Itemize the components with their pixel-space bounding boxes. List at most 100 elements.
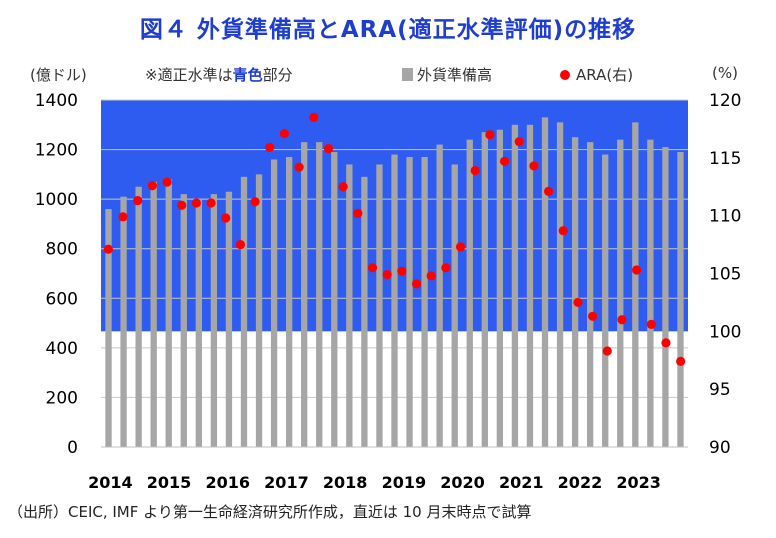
bar-reserves: [316, 142, 323, 447]
bar-reserves: [571, 137, 579, 447]
left-tick-label: 400: [46, 339, 78, 359]
left-tick-label: 600: [46, 289, 78, 309]
bar-reserves: [677, 152, 684, 448]
bar-reserves: [511, 124, 519, 448]
dot-ara: [323, 143, 334, 154]
note-highlight: 青色: [232, 66, 263, 84]
bar-reserves: [150, 181, 157, 448]
bar-reserves: [331, 152, 338, 448]
dot-ara: [646, 319, 656, 329]
dot-ara: [294, 162, 304, 172]
note-prefix: ※適正水準は: [145, 66, 233, 84]
dot-ara: [265, 142, 275, 153]
dot-ara: [147, 180, 157, 191]
bar-reserves: [526, 124, 534, 448]
x-tick-label: 2018: [323, 473, 368, 492]
left-tick-label: 1000: [35, 190, 78, 210]
dot-ara: [514, 137, 524, 147]
bar-reserves: [210, 194, 218, 447]
dot-ara: [588, 311, 598, 321]
bar-reserves: [240, 176, 248, 448]
bar-reserves: [466, 139, 473, 447]
bar-reserves: [481, 132, 488, 447]
dot-ara: [177, 200, 187, 210]
bar-reserves: [346, 164, 353, 447]
x-tick-label: 2020: [440, 473, 485, 492]
legend-bar-label: 外貨準備高: [417, 66, 493, 84]
bar-reserves: [587, 142, 594, 447]
dot-ara: [470, 165, 480, 176]
x-tick-label: 2019: [382, 473, 427, 492]
bar-reserves: [617, 139, 624, 447]
bar-reserves: [135, 186, 142, 447]
dot-ara: [103, 244, 113, 254]
dot-ara: [499, 156, 510, 166]
dot-ara: [485, 130, 495, 140]
bar-reserves: [391, 154, 398, 447]
x-tick-label: 2017: [264, 473, 309, 492]
dot-ara: [661, 338, 671, 348]
dot-ara: [162, 177, 172, 187]
left-axis-unit: (億ドル): [30, 66, 87, 84]
bar-reserves: [406, 157, 413, 447]
dot-ara: [632, 265, 642, 275]
bar-reserves: [255, 174, 263, 447]
right-tick-label: 110: [709, 207, 741, 227]
left-tick-label: 1400: [35, 91, 78, 111]
bar-reserves: [662, 147, 669, 448]
bar-reserves: [120, 196, 127, 447]
source-note: （出所）CEIC, IMF より第一生命経済研究所作成，直近は 10 月末時点で…: [8, 503, 532, 521]
dot-ara: [602, 346, 612, 356]
right-tick-label: 115: [709, 149, 741, 169]
bar-series: [105, 117, 684, 448]
bar-reserves: [541, 117, 549, 447]
dot-series: [103, 112, 686, 367]
dot-ara: [338, 182, 348, 192]
x-tick-label: 2015: [147, 473, 192, 492]
dot-ara: [426, 271, 436, 281]
dot-ara: [118, 212, 128, 222]
left-tick-label: 800: [46, 240, 78, 260]
bar-reserves: [602, 154, 609, 447]
dot-ara: [221, 213, 231, 223]
x-axis-ticks: 2014 2015 2016 2017 2018 2019 2020 2021 2022 2023: [88, 473, 661, 492]
chart-svg: 1400 1200 1000 800 600 400 200 0 120 115 110 105 10…: [35, 91, 742, 492]
dot-ara: [558, 226, 568, 236]
dot-ara: [455, 242, 466, 252]
bar-reserves: [556, 122, 564, 448]
dot-ara: [617, 315, 627, 325]
dot-ara: [676, 356, 686, 367]
bar-reserves: [436, 144, 443, 447]
right-tick-label: 90: [709, 438, 731, 458]
legend-bar-swatch: [402, 68, 413, 81]
x-tick-label: 2014: [88, 473, 133, 492]
bar-reserves: [632, 122, 639, 448]
right-axis-ticks: 120 115 110 105 100 95 90: [709, 91, 741, 458]
bar-reserves: [165, 179, 172, 448]
left-axis-ticks: 1400 1200 1000 800 600 400 200 0: [35, 91, 78, 458]
legend-bars: 外貨準備高: [402, 64, 492, 85]
dot-ara: [133, 196, 143, 206]
bar-reserves: [421, 157, 428, 447]
left-tick-label: 0: [67, 438, 78, 458]
dot-ara: [397, 266, 407, 276]
dot-ara: [529, 161, 539, 171]
right-tick-label: 95: [709, 380, 731, 400]
bar-reserves: [647, 139, 654, 447]
left-tick-label: 200: [46, 388, 78, 408]
dot-ara: [279, 128, 290, 139]
bar-reserves: [270, 159, 278, 447]
dot-ara: [382, 270, 392, 280]
dot-ara: [353, 208, 363, 218]
bar-reserves: [451, 164, 458, 447]
legend-dot-swatch: [560, 69, 570, 80]
adequate-level-note: ※適正水準は青色部分: [145, 64, 293, 85]
dot-ara: [206, 198, 216, 208]
x-tick-label: 2023: [616, 473, 661, 492]
bar-reserves: [180, 194, 187, 447]
dot-ara: [411, 279, 422, 289]
bar-reserves: [225, 191, 233, 447]
dot-ara: [573, 297, 583, 308]
dot-ara: [235, 239, 246, 250]
dot-ara: [191, 198, 201, 208]
